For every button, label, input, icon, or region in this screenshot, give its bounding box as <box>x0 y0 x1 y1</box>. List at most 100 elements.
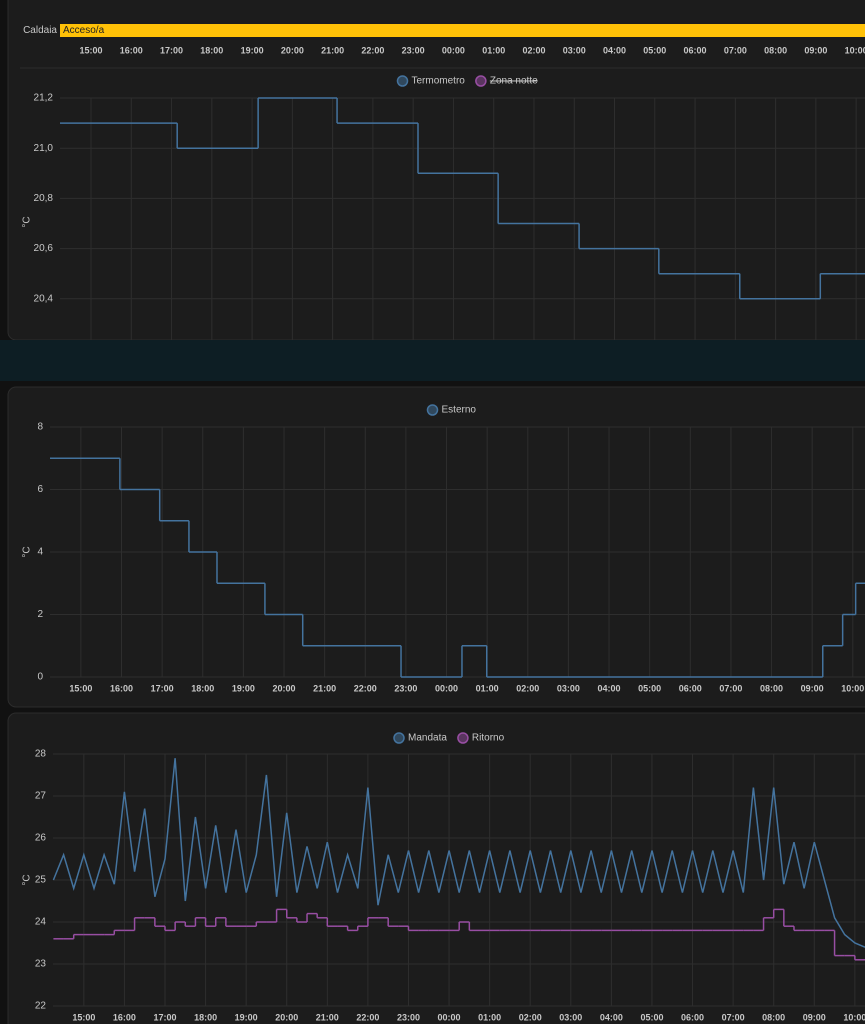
x-tick-label: 06:00 <box>681 1012 704 1022</box>
y-axis-label: °C <box>22 216 33 227</box>
y-tick-label: 23 <box>35 959 47 970</box>
x-tick-label: 21:00 <box>313 683 336 693</box>
x-tick-label: 16:00 <box>120 45 143 55</box>
x-tick-label: 04:00 <box>598 683 621 693</box>
legend-label: Ritorno <box>472 733 505 744</box>
y-tick-label: 20,6 <box>34 243 54 254</box>
legend-swatch <box>396 75 409 87</box>
x-tick-label: 18:00 <box>191 683 214 693</box>
x-tick-label: 15:00 <box>79 45 102 55</box>
x-tick-label: 10:00 <box>845 45 865 55</box>
x-tick-label: 02:00 <box>522 45 545 55</box>
legend-label: Mandata <box>408 733 447 744</box>
series-line <box>52 758 865 948</box>
x-tick-label: 08:00 <box>760 683 783 693</box>
y-tick-label: 21,0 <box>34 143 54 154</box>
x-tick-label: 06:00 <box>684 45 707 55</box>
y-tick-label: 26 <box>35 833 47 844</box>
x-tick-label: 10:00 <box>841 683 864 693</box>
y-tick-label: 28 <box>35 749 47 760</box>
x-tick-label: 00:00 <box>438 1012 461 1022</box>
x-tick-label: 03:00 <box>557 683 580 693</box>
y-tick-label: 6 <box>37 484 43 495</box>
y-tick-label: 22 <box>35 1001 47 1012</box>
x-tick-label: 02:00 <box>519 1012 542 1022</box>
state-label: Acceso/a <box>63 25 105 36</box>
x-tick-label: 19:00 <box>232 683 255 693</box>
x-tick-label: 15:00 <box>69 683 92 693</box>
x-tick-label: 21:00 <box>316 1012 339 1022</box>
legend-swatch <box>426 404 439 416</box>
legend-label: Termometro <box>412 76 466 87</box>
x-tick-label: 07:00 <box>719 683 742 693</box>
card <box>7 712 865 1024</box>
y-tick-label: 24 <box>35 917 47 928</box>
y-tick-label: 2 <box>37 609 43 620</box>
y-tick-label: 27 <box>35 791 47 802</box>
x-tick-label: 09:00 <box>801 683 824 693</box>
x-tick-label: 06:00 <box>679 683 702 693</box>
x-tick-label: 23:00 <box>397 1012 420 1022</box>
chart: 22 23 24 25 26 27 28 15:00 16:00 17:00 18:00 19:00 2… <box>22 732 865 1022</box>
x-tick-label: 16:00 <box>113 1012 136 1022</box>
legend-swatch <box>475 75 487 87</box>
x-tick-label: 10:00 <box>843 1012 865 1022</box>
chart: Caldaia Acceso/a 15:00 16:00 17:00 18:00 19:00… <box>23 24 865 55</box>
x-tick-label: 21:00 <box>321 45 344 55</box>
legend-label: Zona notte <box>490 76 538 87</box>
x-tick-label: 04:00 <box>600 1012 623 1022</box>
x-tick-label: 01:00 <box>476 683 499 693</box>
y-tick-label: 25 <box>35 875 47 886</box>
chart: 20,4 20,6 20,8 21,0 21,2 °C Termometro Zona not… <box>22 75 865 340</box>
y-axis-label: °C <box>22 546 33 557</box>
x-tick-label: 18:00 <box>200 45 223 55</box>
x-tick-label: 07:00 <box>724 45 747 55</box>
x-tick-label: 03:00 <box>559 1012 582 1022</box>
y-tick-label: 0 <box>37 672 43 683</box>
x-tick-label: 19:00 <box>235 1012 258 1022</box>
x-tick-label: 00:00 <box>442 45 465 55</box>
y-axis-label: °C <box>22 874 33 885</box>
x-tick-label: 20:00 <box>273 683 296 693</box>
x-tick-label: 01:00 <box>478 1012 501 1022</box>
x-tick-label: 01:00 <box>482 45 505 55</box>
x-tick-label: 17:00 <box>153 1012 176 1022</box>
x-tick-label: 08:00 <box>764 45 787 55</box>
x-tick-label: 08:00 <box>762 1012 785 1022</box>
x-tick-label: 17:00 <box>151 683 174 693</box>
chart: 0 2 4 6 8 15:00 16:00 17:00 18:00 19:00 20:00 21:00… <box>22 404 865 693</box>
x-tick-label: 00:00 <box>435 683 458 693</box>
legend-label: Esterno <box>442 405 477 416</box>
separator <box>0 340 865 381</box>
x-tick-label: 20:00 <box>275 1012 298 1022</box>
x-tick-label: 07:00 <box>722 1012 745 1022</box>
state-bar <box>60 24 865 37</box>
x-tick-label: 22:00 <box>356 1012 379 1022</box>
y-tick-label: 4 <box>37 547 43 558</box>
x-tick-label: 15:00 <box>72 1012 95 1022</box>
x-tick-label: 17:00 <box>160 45 183 55</box>
x-tick-label: 02:00 <box>516 683 539 693</box>
legend-swatch <box>457 732 469 744</box>
x-tick-label: 03:00 <box>563 45 586 55</box>
x-tick-label: 05:00 <box>638 683 661 693</box>
x-tick-label: 05:00 <box>640 1012 663 1022</box>
x-tick-label: 18:00 <box>194 1012 217 1022</box>
legend-swatch <box>393 732 405 744</box>
y-tick-label: 21,2 <box>34 93 54 104</box>
x-tick-label: 04:00 <box>603 45 626 55</box>
row-label: Caldaia <box>23 25 57 36</box>
x-tick-label: 16:00 <box>110 683 133 693</box>
y-tick-label: 20,4 <box>34 293 54 304</box>
x-tick-label: 22:00 <box>354 683 377 693</box>
x-tick-label: 20:00 <box>281 45 304 55</box>
x-tick-label: 09:00 <box>803 1012 826 1022</box>
x-tick-label: 23:00 <box>394 683 417 693</box>
card <box>7 386 865 708</box>
x-tick-label: 19:00 <box>241 45 264 55</box>
x-tick-label: 22:00 <box>361 45 384 55</box>
x-tick-label: 23:00 <box>402 45 425 55</box>
x-tick-label: 05:00 <box>643 45 666 55</box>
